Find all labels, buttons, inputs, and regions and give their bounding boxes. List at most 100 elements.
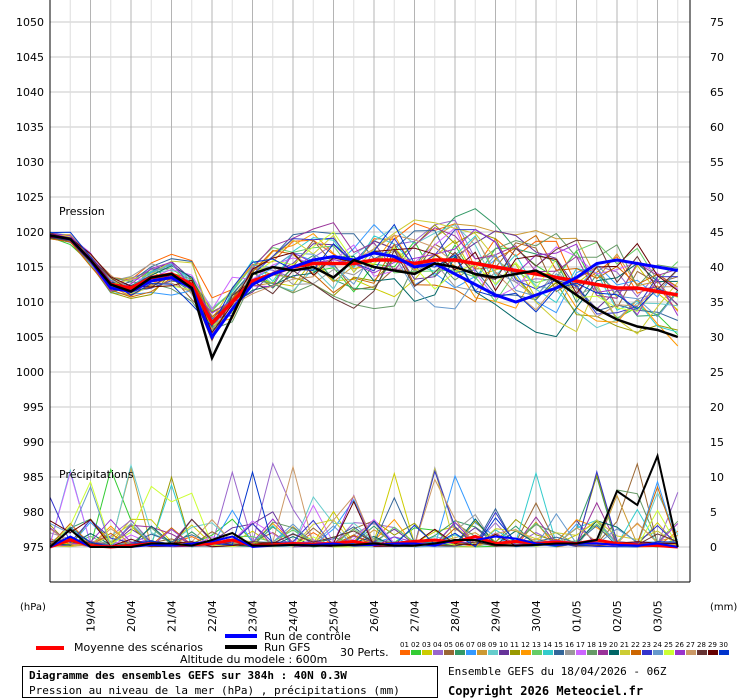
pert-swatch [466,650,476,655]
pressure-unit-label: (hPa) [20,602,46,613]
pert-swatch [488,650,498,655]
pert-swatch [411,650,421,655]
pert-number: 08 [477,641,486,649]
pert-number: 21 [620,641,629,649]
pert-number: 02 [411,641,420,649]
date-tick-label: 20/04 [125,600,138,632]
pert-swatch [444,650,454,655]
pert-number: 23 [642,641,651,649]
pert-swatch [400,650,410,655]
axes: 9759809859909951000100510101015102010251… [16,0,724,632]
pressure-tick-label: 1030 [16,156,44,169]
pert-swatch [653,650,663,655]
pert-swatch [499,650,509,655]
pert-number: 12 [521,641,530,649]
pert-number: 27 [686,641,695,649]
pert-number: 04 [433,641,442,649]
pert-pressure-line [49,228,679,316]
precip-tick-label: 65 [710,86,724,99]
pert-number: 10 [499,641,508,649]
ensemble-chart: 9759809859909951000100510101015102010251… [16,0,737,665]
pert-swatch [576,650,586,655]
precip-tick-label: 25 [710,366,724,379]
precip-tick-label: 10 [710,471,724,484]
pert-swatch [697,650,707,655]
precip-tick-label: 70 [710,51,724,64]
pert-number: 17 [576,641,585,649]
date-tick-label: 25/04 [328,600,341,632]
pert-number: 11 [510,641,519,649]
pert-precip-line [49,518,678,548]
pert-pressure-line [49,224,678,333]
precip-unit-label: (mm) [710,602,737,613]
pert-swatch [642,650,652,655]
pert-number: 30 [719,641,728,649]
date-tick-label: 27/04 [409,600,422,632]
date-tick-label: 21/04 [166,600,179,632]
pert-legend: 01 02 03 04 05 06 07 08 09 10 11 12 13 14 15 16 17 18 19 20… [400,641,729,655]
precip-tick-label: 20 [710,401,724,414]
precip-tick-label: 40 [710,261,724,274]
pert-swatch [598,650,608,655]
date-tick-label: 01/05 [571,600,584,632]
precip-tick-label: 75 [710,16,724,29]
pert-swatch [708,650,718,655]
pert-swatch [455,650,465,655]
pert-number: 05 [444,641,453,649]
date-tick-label: 30/04 [530,600,543,632]
pert-pressure-line [49,231,678,334]
pert-pressure-line [49,232,679,342]
pert-number: 20 [609,641,618,649]
pert-number: 19 [598,641,607,649]
pert-swatch [477,650,487,655]
info-box: Diagramme des ensembles GEFS sur 384h : … [22,666,438,698]
date-tick-label: 19/04 [85,600,98,632]
pressure-tick-label: 1015 [16,261,44,274]
copyright-label: Copyright 2026 Meteociel.fr [448,684,644,698]
date-tick-label: 24/04 [287,600,300,632]
pert-pressure-line [49,234,679,318]
series-pressure-line [49,234,679,341]
pert-swatch [664,650,674,655]
pressure-tick-label: 975 [23,541,44,554]
precip-tick-label: 5 [710,506,717,519]
pert-number: 15 [554,641,563,649]
pert-swatch [554,650,564,655]
pert-number: 16 [565,641,574,649]
date-tick-label: 03/05 [652,600,665,632]
precip-tick-label: 50 [710,191,724,204]
pert-swatch [675,650,685,655]
pressure-tick-label: 995 [23,401,44,414]
pressure-tick-label: 1050 [16,16,44,29]
pert-swatch [686,650,696,655]
chart-subtitle: Pression au niveau de la mer (hPa) , pré… [29,684,400,697]
date-tick-label: 23/04 [247,600,260,632]
precip-tick-label: 15 [710,436,724,449]
precip-tick-label: 45 [710,226,724,239]
perts-label: 30 Perts. [340,646,389,659]
precip-tick-label: 60 [710,121,724,134]
pressure-tick-label: 1045 [16,51,44,64]
pert-number: 14 [543,641,552,649]
precip-tick-label: 55 [710,156,724,169]
precip-section-label: Précipitations [59,468,134,481]
precip-tick-label: 30 [710,331,724,344]
pert-number: 28 [697,641,706,649]
pert-swatch [587,650,597,655]
pressure-tick-label: 1040 [16,86,44,99]
precip-tick-label: 35 [710,296,724,309]
legend-mean-label: Moyenne des scénarios [74,641,203,654]
precip-tick-label: 0 [710,541,717,554]
date-tick-label: 29/04 [490,600,503,632]
pert-pressure-line [49,233,679,321]
date-tick-label: 22/04 [206,600,219,632]
perturbation-lines [49,208,679,548]
chart-title: Diagramme des ensembles GEFS sur 384h : … [29,669,347,682]
pressure-tick-label: 1000 [16,366,44,379]
series-pressure-line [49,234,679,362]
pressure-tick-label: 1010 [16,296,44,309]
pert-swatch [510,650,520,655]
legend-gfs-label: Run GFS [264,641,310,654]
pert-swatch [609,650,619,655]
date-tick-label: 26/04 [368,600,381,632]
